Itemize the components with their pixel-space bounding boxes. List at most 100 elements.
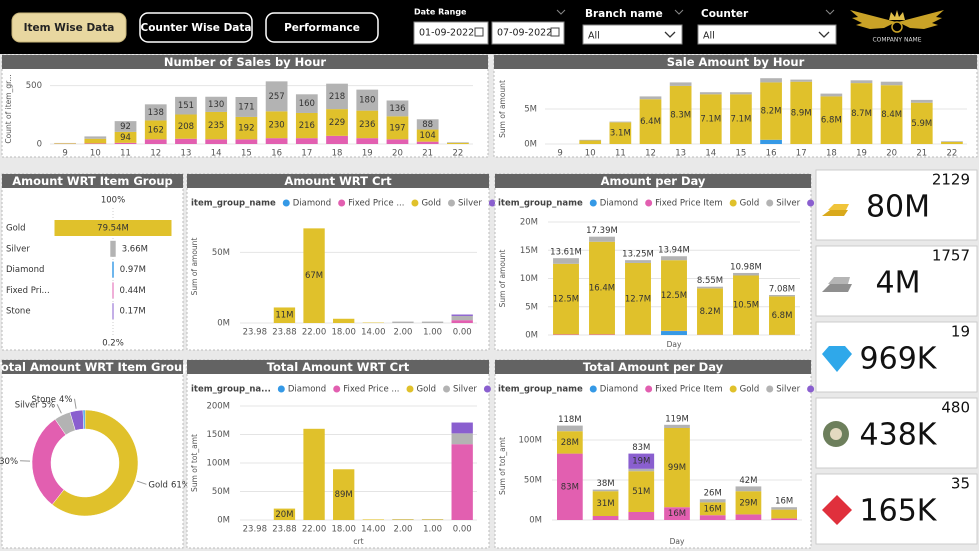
- slice-value: 61%: [171, 480, 190, 490]
- bar-segment: [84, 143, 107, 144]
- data-label: 31M: [596, 499, 614, 509]
- total-label: 16M: [775, 497, 793, 507]
- legend-swatch: [338, 199, 346, 207]
- tab-label[interactable]: Counter Wise Data: [141, 22, 252, 34]
- panel-title: Amount WRT Item Group: [12, 174, 173, 188]
- slice-value: 4%: [59, 394, 73, 404]
- data-label: 230: [268, 120, 284, 130]
- data-label: 99M: [668, 463, 686, 473]
- x-tick-label: 9: [557, 149, 562, 159]
- x-tick-label: 20: [392, 149, 403, 159]
- x-tick-label: 10: [90, 149, 101, 159]
- x-axis-label: crt: [353, 537, 363, 546]
- logo-ring: [891, 21, 903, 33]
- bar-segment: [421, 519, 444, 520]
- bar-segment: [416, 119, 439, 130]
- chevron: [818, 31, 830, 38]
- x-tick-label: 21: [422, 149, 433, 159]
- tab-label[interactable]: Item Wise Data: [24, 22, 115, 34]
- legend-label: Diamond: [600, 385, 638, 395]
- legend-title: item_group_name: [498, 385, 583, 395]
- data-label: 79.54M: [97, 224, 129, 234]
- y-tick-label: 0M: [524, 140, 537, 150]
- bar-segment: [699, 515, 726, 520]
- bar-segment: [730, 94, 752, 144]
- data-label: 11M: [275, 311, 293, 321]
- data-label: 0.97M: [120, 265, 146, 275]
- date-input[interactable]: [413, 21, 489, 45]
- data-label: 257: [268, 92, 284, 102]
- legend-swatch: [488, 199, 496, 207]
- bar-segment: [661, 256, 687, 261]
- calendar-icon: [550, 27, 560, 37]
- bar-segment: [760, 82, 782, 140]
- bar-segment: [609, 122, 632, 144]
- x-tick-label: 22: [947, 149, 958, 159]
- x-tick-label: 1.00: [423, 328, 442, 338]
- x-tick-label: 14.00: [361, 328, 385, 338]
- x-tick-label: 18.00: [332, 525, 356, 535]
- data-label: 180: [359, 96, 375, 106]
- data-label: 138: [148, 108, 164, 118]
- y-tick-label: 150M: [206, 430, 230, 440]
- x-tick-label: 18: [332, 149, 343, 159]
- y-tick-label: 0M: [217, 319, 230, 329]
- dropdown[interactable]: [582, 24, 683, 45]
- legend-swatch: [447, 199, 455, 207]
- kpi-count: 19: [951, 323, 970, 341]
- bar-segment: [392, 321, 414, 323]
- card-icon: [822, 210, 848, 216]
- tab-button[interactable]: [11, 12, 127, 43]
- legend-swatch: [483, 385, 491, 393]
- legend-label: Gold: [740, 199, 760, 209]
- y-axis-label: Sum of amount: [498, 80, 507, 138]
- legend-swatch: [406, 385, 414, 393]
- x-tick-label: 12: [150, 149, 161, 159]
- chevron: [664, 31, 676, 38]
- funnel-bar: [112, 303, 114, 320]
- legend-swatch: [766, 385, 774, 393]
- y-axis-label: Sum of amount: [190, 238, 199, 296]
- dropdown-value[interactable]: All: [703, 31, 715, 42]
- dropdown[interactable]: [697, 24, 837, 45]
- bar-segment: [820, 96, 843, 144]
- data-label: 12.7M: [625, 294, 651, 304]
- tab-label[interactable]: Performance: [284, 22, 360, 34]
- legend-swatch: [807, 385, 815, 393]
- data-label: 0.17M: [120, 307, 146, 317]
- x-tick-label: 2.00: [393, 328, 412, 338]
- bar-segment: [386, 116, 409, 140]
- category-label: Gold: [6, 224, 26, 234]
- panel-title-bar: [187, 174, 489, 188]
- legend-label: Diamond: [293, 199, 331, 209]
- data-label: 197: [389, 123, 405, 133]
- bar-segment: [84, 138, 107, 144]
- tab-button[interactable]: [139, 12, 253, 43]
- bar-segment: [553, 334, 579, 335]
- kpi-count: 1757: [932, 247, 970, 265]
- legend-label: Silver: [776, 199, 800, 209]
- legend-swatch: [411, 199, 419, 207]
- bar-segment: [295, 94, 318, 113]
- tab-button[interactable]: [265, 12, 379, 43]
- date-input[interactable]: [491, 21, 565, 45]
- legend-swatch: [589, 385, 597, 393]
- card-icon: [822, 495, 852, 525]
- date-value[interactable]: 01-09-2022: [419, 28, 474, 39]
- x-tick-label: 16: [271, 149, 282, 159]
- bar-segment: [303, 228, 325, 323]
- bar-segment: [175, 138, 197, 144]
- bar-segment: [625, 260, 651, 263]
- data-label: 8.4M: [881, 110, 902, 120]
- bar-segment: [144, 139, 167, 144]
- x-tick-label: 1.00: [423, 525, 442, 535]
- legend-swatch: [282, 199, 290, 207]
- data-label: 192: [238, 124, 254, 134]
- date-value[interactable]: 07-09-2022: [497, 28, 552, 39]
- bar-segment: [295, 138, 318, 144]
- bar-segment: [273, 307, 296, 323]
- data-label: 160: [299, 99, 315, 109]
- data-label: 5.9M: [911, 119, 932, 129]
- category-label: Fixed Pri...: [6, 286, 50, 296]
- dropdown-value[interactable]: All: [588, 31, 600, 42]
